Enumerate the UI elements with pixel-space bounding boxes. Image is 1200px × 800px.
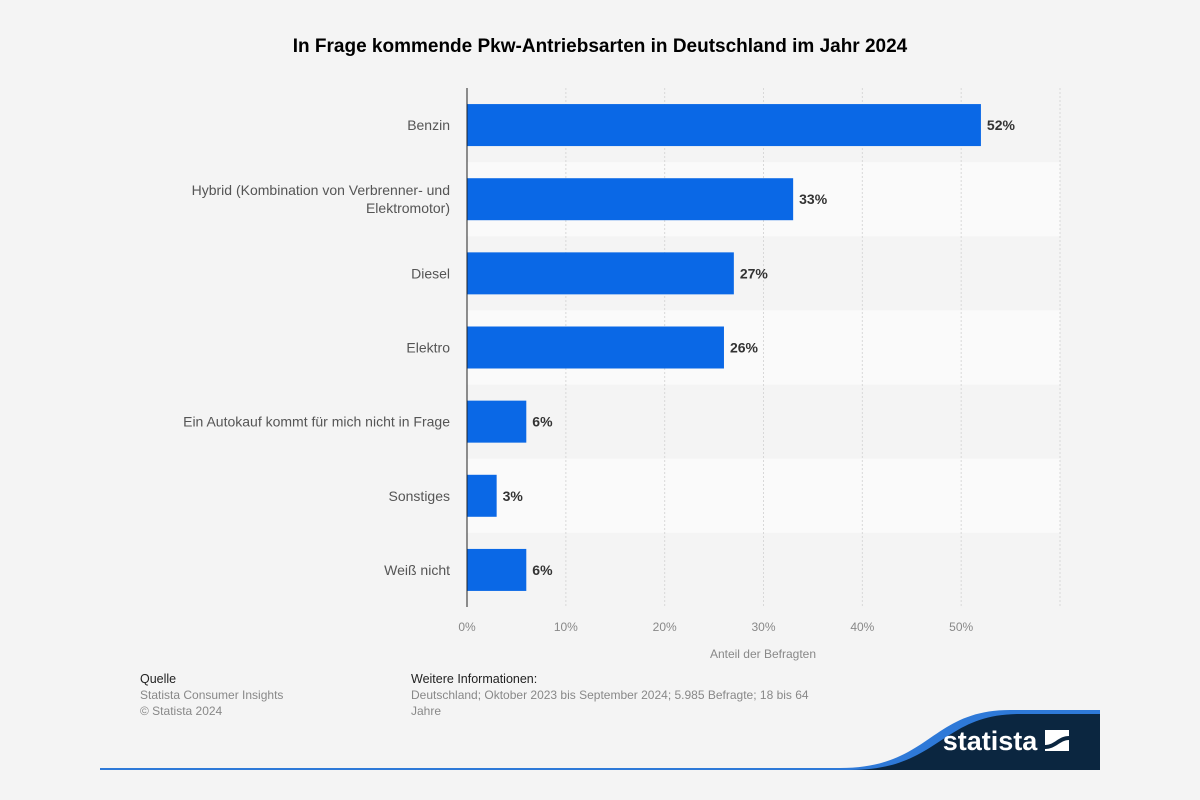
info-line: Deutschland; Oktober 2023 bis September … — [411, 688, 809, 702]
info-block: Weitere Informationen: Deutschland; Okto… — [411, 671, 831, 719]
data-label: 26% — [730, 340, 759, 356]
data-label: 6% — [532, 414, 553, 430]
source-block: Quelle Statista Consumer Insights © Stat… — [140, 671, 283, 719]
tick-label: 40% — [850, 620, 874, 634]
category-label: Ein Autokauf kommt für mich nicht in Fra… — [183, 414, 450, 430]
logo-background — [850, 714, 1100, 770]
bar — [467, 178, 794, 221]
category-label: Elektro — [406, 340, 450, 356]
statista-logo-icon — [1045, 730, 1069, 751]
source-heading: Quelle — [140, 672, 177, 686]
bar — [467, 400, 527, 443]
data-label: 33% — [799, 191, 828, 207]
tick-label: 0% — [458, 620, 476, 634]
category-label: Benzin — [407, 117, 450, 133]
bar — [467, 548, 527, 591]
data-label: 52% — [987, 117, 1016, 133]
statista-logo: statista — [943, 726, 1039, 756]
category-label: Sonstiges — [389, 488, 450, 504]
x-axis-title: Anteil der Befragten — [710, 647, 816, 661]
tick-label: 10% — [554, 620, 578, 634]
chart-title: In Frage kommende Pkw-Antriebsarten in D… — [292, 36, 908, 57]
footer-brand: statista — [100, 710, 1100, 770]
data-label: 3% — [503, 488, 524, 504]
category-label: Diesel — [411, 265, 450, 281]
category-label: Elektromotor) — [366, 200, 450, 216]
bar — [467, 104, 981, 147]
bar — [467, 474, 497, 517]
tick-label: 50% — [949, 620, 973, 634]
info-line: Jahre — [411, 704, 442, 718]
info-heading: Weitere Informationen: — [411, 672, 538, 686]
category-label: Hybrid (Kombination von Verbrenner- und — [192, 182, 450, 198]
data-label: 6% — [532, 562, 553, 578]
source-line: Statista Consumer Insights — [140, 688, 284, 702]
category-label: Weiß nicht — [384, 562, 450, 578]
tick-label: 30% — [751, 620, 775, 634]
bar — [467, 252, 734, 295]
data-label: 27% — [740, 265, 769, 281]
tick-label: 20% — [653, 620, 677, 634]
bar — [467, 326, 724, 369]
copyright-line: © Statista 2024 — [140, 704, 223, 718]
